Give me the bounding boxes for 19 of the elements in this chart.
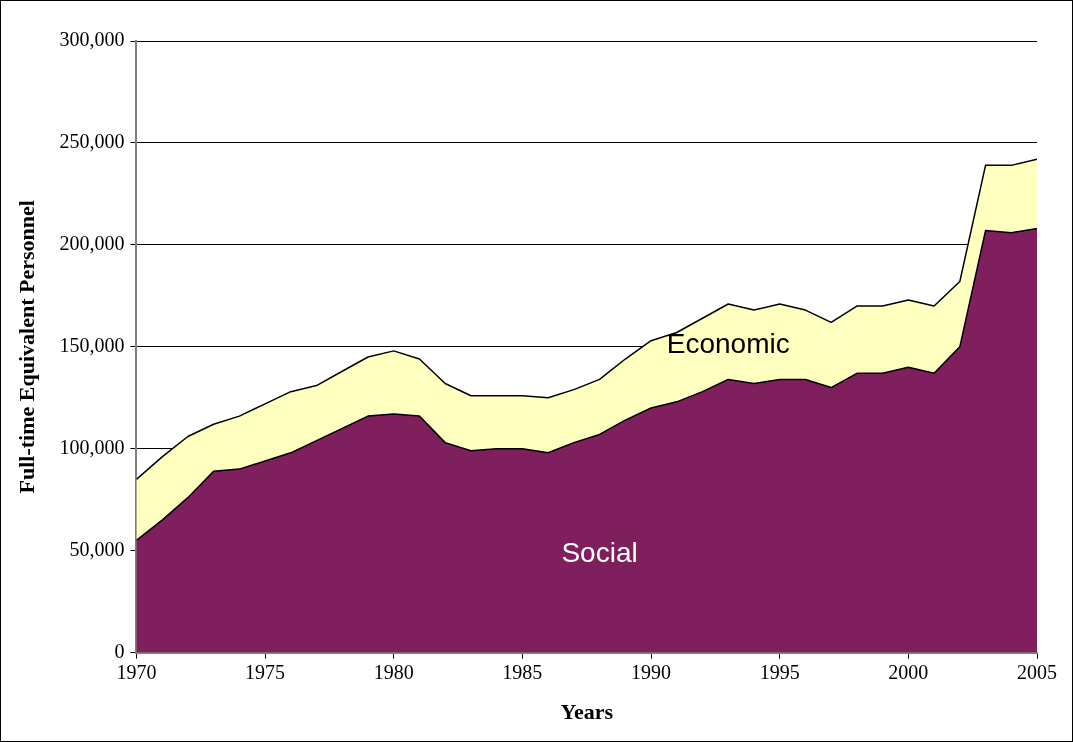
x-tick-label: 2005 [1017, 660, 1057, 683]
x-axis-title: Years [560, 699, 614, 725]
x-tick-label: 2000 [888, 660, 929, 683]
series-label: Economic [666, 328, 790, 360]
y-tick-label: 200,000 [59, 232, 125, 255]
series-label: Social [561, 537, 638, 569]
x-tick-label: 1980 [373, 660, 414, 683]
y-tick-label: 100,000 [59, 435, 125, 458]
y-tick-label: 250,000 [59, 130, 125, 153]
x-tick-label: 1995 [759, 660, 800, 683]
x-tick-label: 1990 [631, 660, 672, 683]
x-tick-label: 1985 [502, 660, 543, 683]
x-tick-label: 1970 [116, 660, 157, 683]
y-axis-title: Full-time Equivalent Personnel [13, 200, 39, 494]
y-tick-label: 0 [114, 639, 125, 662]
x-tick-label: 1975 [245, 660, 286, 683]
y-tick-label: 150,000 [59, 334, 125, 357]
y-tick-label: 50,000 [69, 537, 125, 560]
y-tick-label: 300,000 [59, 28, 125, 51]
